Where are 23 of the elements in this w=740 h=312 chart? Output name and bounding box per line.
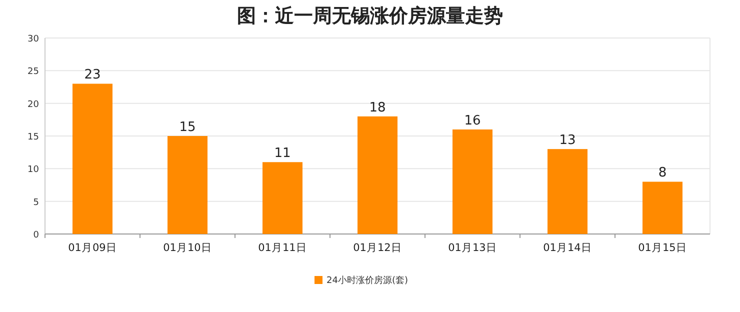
ytick: 25	[28, 67, 39, 78]
xtick: 01月12日	[353, 242, 402, 254]
ytick: 10	[28, 165, 39, 176]
xtick: 01月09日	[68, 242, 117, 254]
xtick: 01月15日	[638, 242, 687, 254]
title: 图：近一周无锡涨价房源量走势	[237, 5, 503, 27]
xtick: 01月10日	[163, 242, 212, 254]
ytick: 0	[33, 230, 39, 240]
ytick: 30	[28, 34, 39, 44]
ytick: 5	[33, 198, 39, 208]
data-label: 11	[274, 146, 291, 162]
data-label: 13	[559, 133, 576, 148]
xtick: 01月13日	[448, 242, 497, 254]
data-label: 18	[369, 100, 386, 116]
xtick: 01月14日	[543, 242, 592, 254]
data-label: 16	[464, 113, 481, 128]
data-label: 8	[658, 166, 667, 181]
legend-label: 24小时涨价房源(套)	[326, 276, 408, 286]
ytick: 15	[28, 132, 39, 142]
ytick: 20	[28, 100, 39, 110]
data-label: 15	[179, 120, 196, 135]
xtick: 01月11日	[258, 242, 307, 254]
data-label: 23	[84, 68, 101, 83]
